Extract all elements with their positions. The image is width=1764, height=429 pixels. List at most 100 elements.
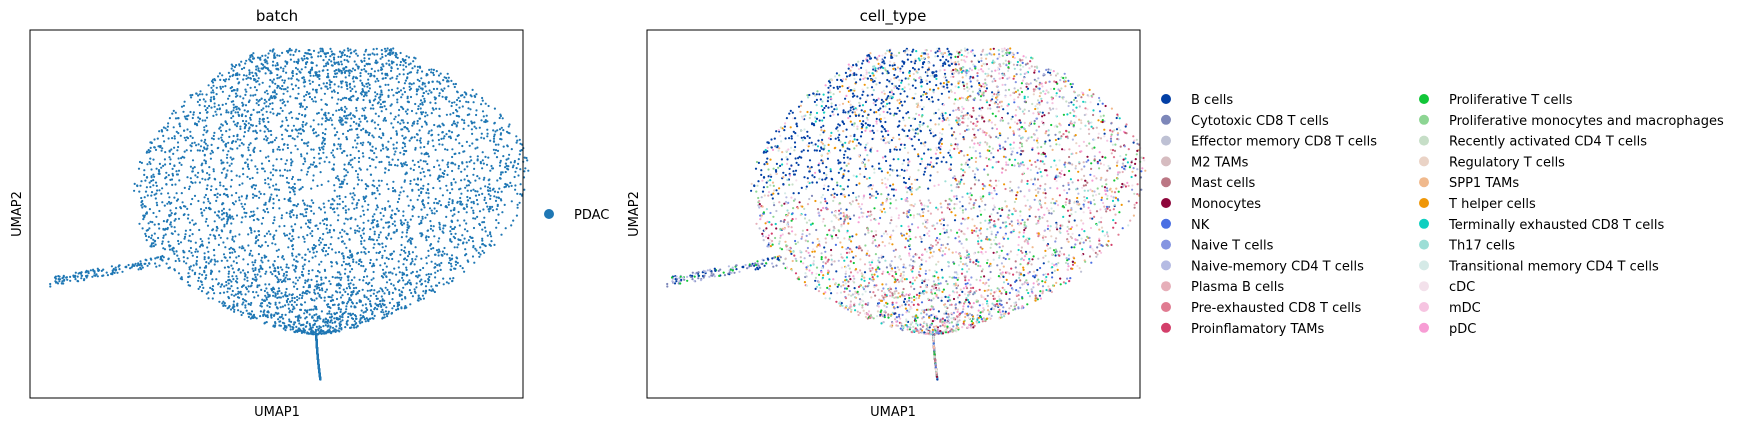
scatter-point: [323, 211, 327, 214]
scatter-point: [225, 280, 228, 284]
scatter-point: [213, 177, 216, 180]
scatter-point: [358, 156, 361, 160]
scatter-point: [315, 165, 318, 168]
scatter-point: [345, 169, 348, 172]
scatter-point: [373, 233, 376, 236]
scatter-point: [230, 264, 233, 267]
scatter-point: [377, 69, 380, 72]
scatter-point: [152, 158, 155, 161]
scatter-point: [243, 66, 246, 69]
scatter-point: [427, 202, 430, 205]
scatter-point: [427, 132, 430, 135]
scatter-point: [297, 92, 300, 95]
scatter-point: [377, 305, 380, 308]
scatter-point: [298, 276, 301, 279]
scatter-point: [263, 203, 266, 206]
scatter-point: [186, 176, 189, 179]
scatter-point: [282, 327, 285, 330]
scatter-point: [333, 156, 336, 159]
scatter-point: [236, 277, 239, 280]
scatter-point: [312, 148, 315, 151]
scatter-point: [226, 237, 229, 240]
scatter-point: [180, 278, 184, 281]
scatter-point: [406, 221, 409, 224]
scatter-point: [338, 287, 341, 290]
scatter-point: [297, 59, 300, 63]
scatter-point: [427, 273, 430, 276]
scatter-point: [161, 242, 164, 245]
scatter-point: [406, 77, 409, 80]
scatter-point: [280, 158, 283, 161]
scatter-point: [351, 77, 354, 80]
scatter-point: [418, 165, 421, 168]
scatter-point: [418, 79, 421, 83]
scatter-point: [388, 225, 391, 228]
scatter-point: [368, 238, 371, 241]
scatter-point: [395, 130, 398, 133]
scatter-point: [268, 186, 271, 189]
scatter-point: [383, 303, 386, 306]
scatter-point: [352, 290, 355, 293]
scatter-point: [338, 271, 341, 274]
scatter-point: [228, 208, 231, 211]
scatter-point: [285, 325, 288, 328]
scatter-point: [358, 230, 361, 233]
scatter-point: [286, 61, 289, 64]
scatter-point: [265, 110, 268, 113]
scatter-point: [200, 139, 203, 142]
scatter-point: [177, 145, 180, 149]
scatter-point: [379, 106, 382, 109]
scatter-point: [333, 303, 336, 306]
scatter-point: [356, 142, 359, 145]
scatter-point: [198, 98, 201, 101]
scatter-point: [433, 212, 436, 215]
scatter-point: [210, 271, 213, 274]
scatter-point: [319, 171, 322, 174]
scatter-point: [194, 174, 197, 177]
scatter-point: [377, 123, 380, 126]
scatter-point: [499, 159, 502, 162]
scatter-point: [309, 163, 312, 166]
scatter-point: [295, 72, 298, 76]
scatter-point: [377, 242, 380, 245]
scatter-point: [260, 109, 263, 112]
scatter-point: [148, 181, 151, 184]
scatter-point: [251, 186, 254, 189]
scatter-point: [344, 326, 347, 329]
scatter-point: [267, 120, 270, 124]
scatter-point: [203, 159, 206, 162]
scatter-point: [286, 129, 289, 132]
scatter-point: [323, 222, 326, 226]
scatter-point: [318, 288, 321, 292]
scatter-point: [223, 302, 226, 305]
scatter-point: [301, 186, 304, 189]
scatter-point: [257, 218, 260, 221]
scatter-point: [354, 218, 357, 221]
scatter-point: [240, 142, 243, 145]
scatter-point: [474, 194, 478, 197]
scatter-point: [343, 168, 346, 171]
scatter-point: [496, 203, 499, 206]
scatter-point: [328, 316, 332, 319]
scatter-point: [352, 80, 355, 83]
scatter-point: [453, 120, 456, 123]
scatter-point: [481, 192, 484, 195]
scatter-point: [143, 216, 146, 219]
scatter-point: [295, 78, 299, 81]
scatter-point: [347, 163, 350, 166]
scatter-point: [234, 123, 237, 126]
scatter-point: [253, 296, 256, 299]
scatter-point: [397, 209, 400, 212]
scatter-point: [495, 196, 498, 199]
scatter-point: [454, 163, 457, 166]
scatter-point: [233, 250, 237, 253]
scatter-point: [419, 159, 422, 162]
scatter-point: [489, 233, 492, 236]
scatter-point: [296, 203, 300, 206]
scatter-point: [498, 164, 502, 167]
scatter-point: [180, 163, 183, 166]
scatter-point: [427, 140, 430, 143]
scatter-point: [266, 92, 269, 95]
scatter-point: [510, 148, 513, 151]
scatter-point: [497, 143, 500, 146]
